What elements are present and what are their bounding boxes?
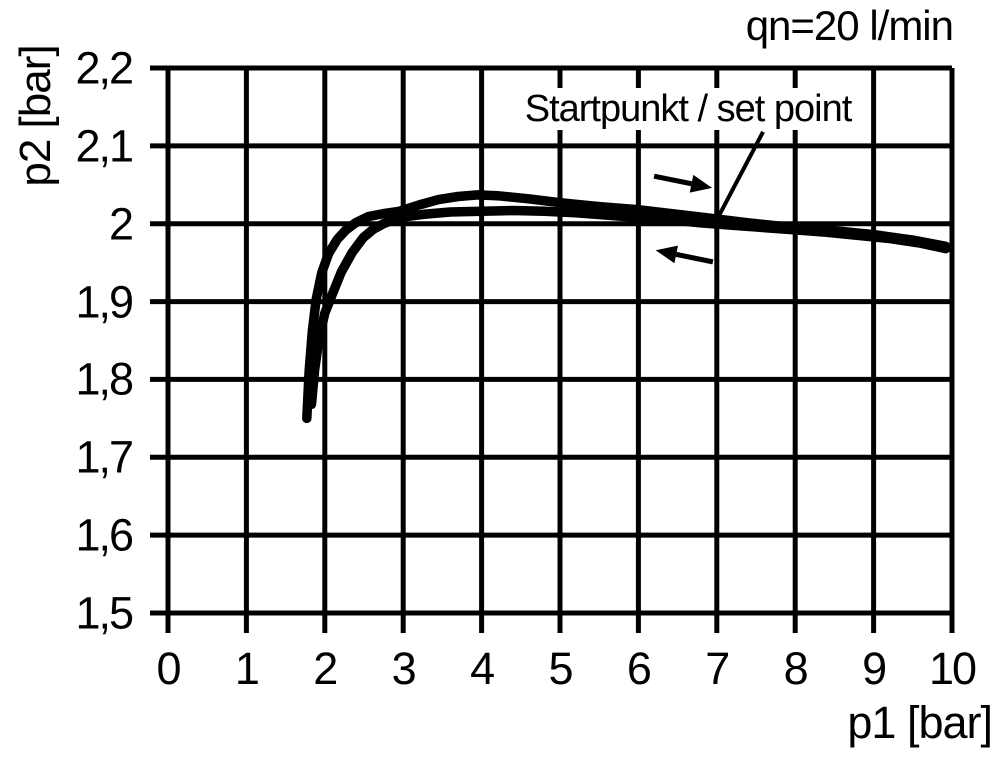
y-tick-label: 1,5 (75, 587, 134, 639)
x-tick-label: 2 (313, 643, 338, 694)
x-tick-label: 1 (234, 643, 260, 694)
arrow-head-left-icon (655, 245, 678, 264)
x-tick-label: 0 (156, 643, 181, 694)
x-tick-label: 3 (391, 643, 417, 694)
x-tick-label: 6 (626, 643, 652, 694)
x-tick-label: 4 (470, 643, 495, 694)
curve-falling (306, 205, 951, 410)
y-tick-label: 1,6 (75, 509, 134, 561)
x-tick-label: 7 (705, 643, 730, 694)
y-tick-label: 2,2 (75, 42, 134, 94)
arrow-shaft-right (653, 173, 693, 187)
x-tick-label: 10 (928, 643, 977, 694)
y-tick-label: 1,9 (75, 276, 134, 328)
flow-rate-annotation: qn=20 l/min (745, 2, 954, 49)
x-tick-label: 9 (862, 643, 887, 694)
x-tick-label: 8 (783, 643, 809, 694)
set-point-annotation: Startpunkt / set point (518, 88, 858, 130)
arrow-shaft-left (675, 251, 714, 265)
y-tick-label: 2 (108, 198, 134, 250)
x-axis-title: p1 [bar] (847, 697, 993, 748)
set-point-leader-line (715, 130, 765, 220)
arrow-head-right-icon (689, 174, 713, 193)
y-tick-label: 2,1 (75, 120, 134, 172)
x-tick-label: 5 (548, 643, 573, 694)
y-tick-label: 1,8 (75, 353, 134, 405)
y-tick-label: 1,7 (75, 431, 134, 483)
